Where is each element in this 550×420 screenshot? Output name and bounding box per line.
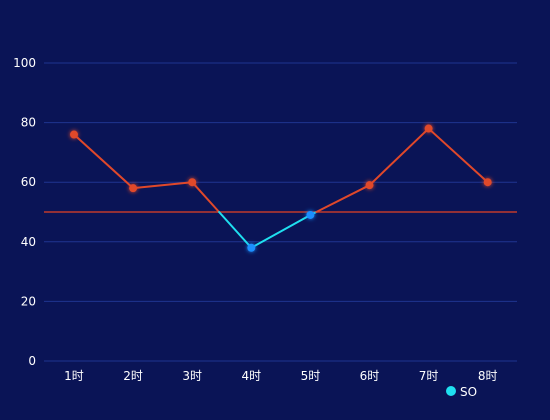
y-tick-label: 80 xyxy=(21,116,36,130)
grid-lines xyxy=(44,62,517,362)
data-point-6[interactable] xyxy=(365,181,374,190)
series-line-segment xyxy=(315,184,371,213)
x-tick-label: 4时 xyxy=(241,369,261,383)
series-line-segment xyxy=(250,213,312,249)
y-tick-label: 20 xyxy=(21,294,36,308)
legend-marker-so xyxy=(446,386,456,396)
x-tick-label: 1时 xyxy=(64,369,84,383)
data-point-8[interactable] xyxy=(483,178,492,187)
x-tick-label: 5时 xyxy=(301,369,321,383)
x-tick-label: 3时 xyxy=(182,369,202,383)
legend-label-so: SO xyxy=(460,385,477,399)
x-tick-label: 7时 xyxy=(419,369,439,383)
data-point-7[interactable] xyxy=(424,124,433,133)
data-point-5[interactable] xyxy=(306,210,315,219)
data-point-3[interactable] xyxy=(188,178,197,187)
y-tick-label: 100 xyxy=(13,56,36,70)
data-point-2[interactable] xyxy=(129,184,138,193)
series-points-group xyxy=(70,124,492,252)
series-line-segment xyxy=(218,211,253,249)
series-line-segment xyxy=(427,127,489,184)
y-tick-label: 0 xyxy=(28,354,36,368)
series-line-segment xyxy=(73,133,135,190)
y-tick-label: 40 xyxy=(21,235,36,249)
series-line-segment xyxy=(368,127,430,187)
series-line-segment xyxy=(191,181,221,213)
series-line-segment xyxy=(132,181,194,190)
x-axis-tick-labels: 1时 2时 3时 4时 5时 6时 7时 8时 xyxy=(64,369,497,383)
data-point-4[interactable] xyxy=(247,243,256,252)
x-tick-label: 8时 xyxy=(478,369,498,383)
y-axis-tick-labels: 0 20 40 60 80 100 xyxy=(13,56,36,368)
legend[interactable]: SO xyxy=(446,385,477,399)
y-tick-label: 60 xyxy=(21,175,36,189)
x-tick-label: 2时 xyxy=(123,369,143,383)
x-tick-label: 6时 xyxy=(360,369,380,383)
data-point-1[interactable] xyxy=(70,130,78,139)
